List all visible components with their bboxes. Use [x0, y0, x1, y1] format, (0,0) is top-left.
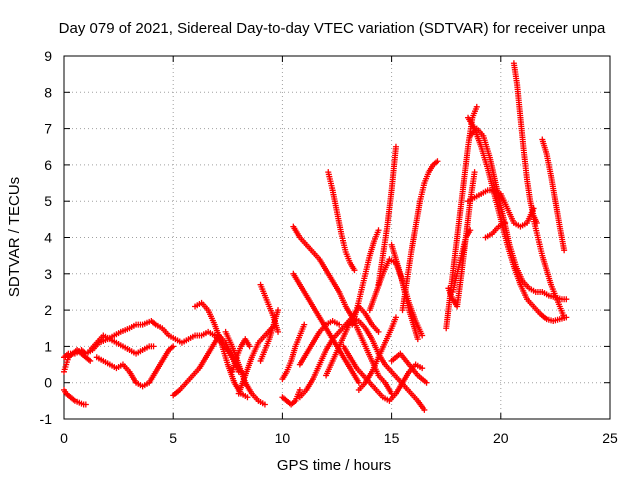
- series-25: [375, 143, 399, 288]
- data-point: [423, 379, 430, 386]
- data-point: [296, 386, 303, 393]
- y-tick-label: 1: [44, 338, 52, 354]
- data-point: [502, 219, 509, 226]
- data-point: [419, 365, 426, 372]
- y-tick-label: 5: [44, 193, 52, 209]
- data-point: [434, 158, 441, 165]
- series-12: [257, 307, 282, 364]
- y-tick-label: -1: [40, 411, 53, 427]
- y-tick-label: 6: [44, 157, 52, 173]
- y-tick-label: 9: [44, 48, 52, 64]
- data-point: [87, 357, 94, 364]
- data-point: [261, 401, 268, 408]
- data-point: [375, 328, 382, 335]
- data-point: [82, 401, 89, 408]
- series-18: [296, 317, 343, 368]
- y-tick-label: 8: [44, 84, 52, 100]
- series-29: [443, 103, 480, 332]
- series-38: [539, 136, 568, 254]
- x-tick-label: 0: [60, 430, 68, 446]
- chart-title: Day 079 of 2021, Sidereal Day-to-day VTE…: [59, 20, 606, 37]
- plot-frame: [63, 55, 611, 420]
- data-point: [561, 247, 568, 254]
- series-36: [510, 60, 540, 226]
- series-22: [349, 227, 382, 328]
- data-point: [473, 103, 480, 110]
- series-37: [530, 216, 568, 321]
- y-tick-label: 7: [44, 121, 52, 137]
- data-point: [351, 267, 358, 274]
- axis-ticks: 0 5 10 15 20 25 -1 0 1 2 3 4 5 6 7 8 9: [40, 48, 618, 446]
- y-tick-label: 2: [44, 302, 52, 318]
- series-5: [93, 343, 177, 390]
- series-13: [279, 321, 308, 383]
- series-10: [235, 325, 275, 397]
- data-point: [355, 379, 362, 386]
- grid: [64, 56, 610, 419]
- series-3: [61, 347, 94, 375]
- data-point: [375, 227, 382, 234]
- data-point: [561, 314, 568, 321]
- series-35: [482, 219, 509, 241]
- data-point: [301, 321, 308, 328]
- data-point: [392, 314, 399, 321]
- series-23: [355, 314, 399, 393]
- series-9: [229, 336, 253, 375]
- data-point: [563, 296, 570, 303]
- data-point: [150, 343, 157, 350]
- data-point: [246, 343, 253, 350]
- series-28: [388, 350, 430, 386]
- series-27: [399, 158, 441, 314]
- x-tick-label: 25: [602, 430, 618, 446]
- series-31: [449, 227, 474, 295]
- series-17: [296, 314, 428, 413]
- data-point: [244, 394, 251, 401]
- series-30: [445, 169, 478, 310]
- series-33: [467, 125, 570, 303]
- data-point: [336, 321, 343, 328]
- data-point: [275, 307, 282, 314]
- x-tick-label: 10: [275, 430, 291, 446]
- data-point: [170, 343, 177, 350]
- data-points: [61, 60, 570, 413]
- data-point: [392, 143, 399, 150]
- series-7: [192, 299, 251, 401]
- data-point: [275, 328, 282, 335]
- y-tick-label: 4: [44, 230, 52, 246]
- series-34: [465, 187, 537, 230]
- x-tick-label: 5: [169, 430, 177, 446]
- x-tick-label: 15: [384, 430, 400, 446]
- y-tick-label: 0: [44, 375, 52, 391]
- data-point: [419, 332, 426, 339]
- series-14: [279, 386, 303, 408]
- data-point: [471, 169, 478, 176]
- y-axis-label: SDTVAR / TECUs: [6, 177, 23, 297]
- data-point: [414, 336, 421, 343]
- series-2: [61, 386, 89, 408]
- series-4: [87, 332, 157, 357]
- x-tick-label: 20: [493, 430, 509, 446]
- x-axis-label: GPS time / hours: [277, 457, 391, 474]
- series-19: [325, 169, 358, 274]
- data-point: [421, 406, 428, 413]
- y-tick-label: 3: [44, 266, 52, 282]
- data-point: [467, 227, 474, 234]
